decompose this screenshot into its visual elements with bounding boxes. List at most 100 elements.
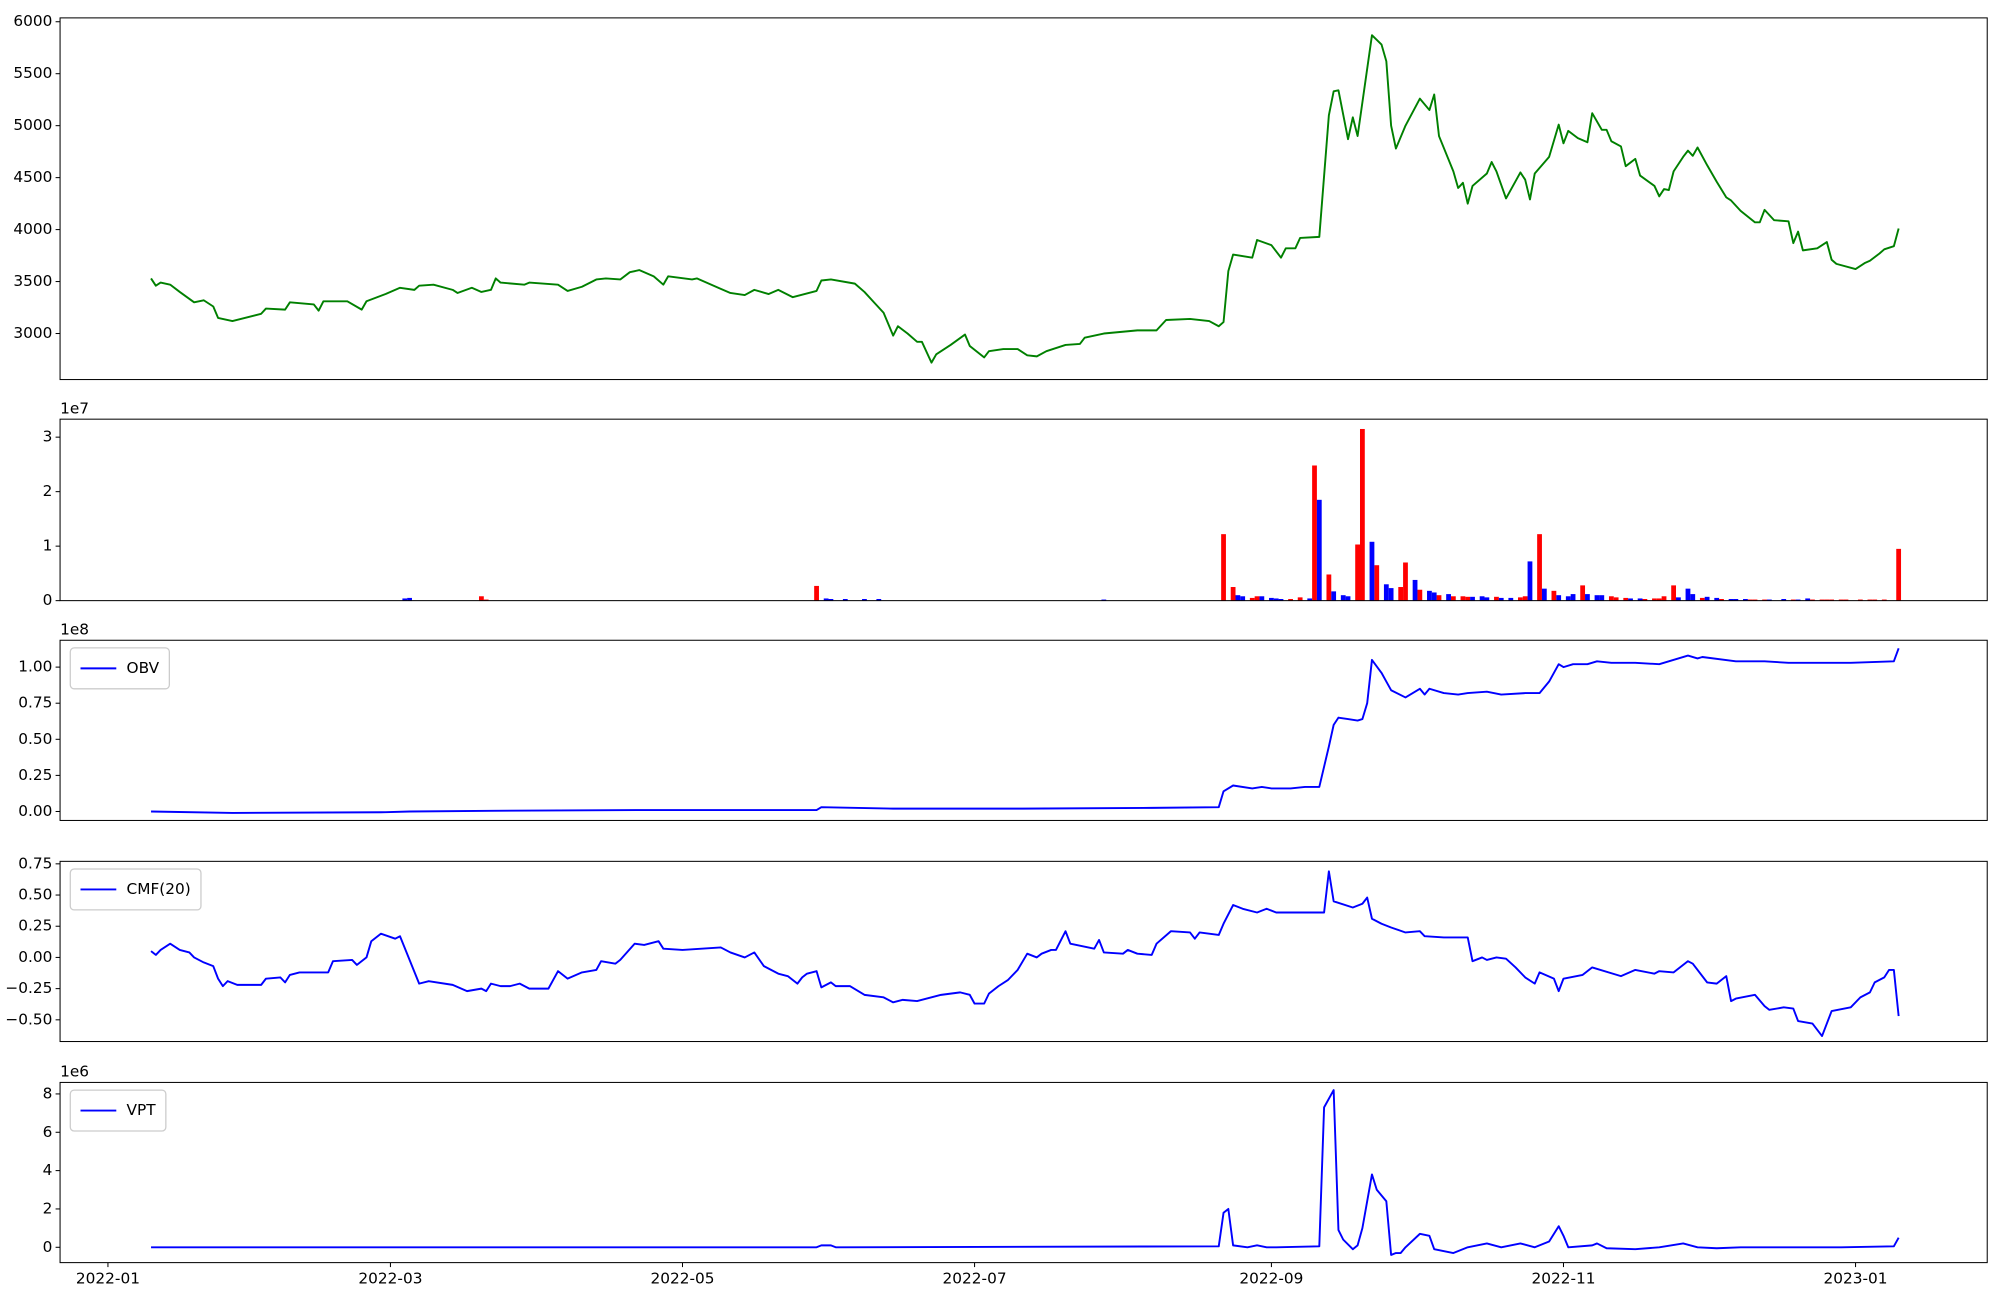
y-tick-label: 0.25 [18, 917, 52, 935]
bar [1331, 591, 1337, 601]
bar [1690, 594, 1696, 601]
x-tick-label: 2022-05 [650, 1270, 714, 1288]
bar [1733, 599, 1739, 601]
bar [1259, 596, 1265, 601]
legend-label: CMF(20) [127, 880, 191, 898]
bar [1872, 599, 1878, 601]
legend-box [69, 1089, 167, 1132]
axis-offset-text: 1e8 [60, 621, 89, 639]
y-tick-label: 0.50 [18, 886, 52, 904]
y-tick-label: 0.25 [18, 766, 52, 784]
panel: 0 2 4 6 8 2022-01 2022-03 2022-05 2022-07 2022-09… [43, 1063, 1988, 1288]
line [151, 648, 1900, 814]
bar [1762, 599, 1767, 601]
bar [1857, 599, 1863, 601]
bar [1230, 587, 1236, 601]
bar [1340, 595, 1346, 601]
bar [1460, 596, 1466, 601]
bar [1594, 595, 1600, 601]
legend-label: VPT [127, 1101, 157, 1119]
bar [1752, 599, 1758, 601]
bar [1781, 599, 1787, 601]
bar [1829, 599, 1835, 601]
bar [1805, 598, 1811, 601]
y-tick-label: 3500 [13, 272, 52, 290]
bar [1719, 599, 1724, 601]
y-tick-label: 5000 [13, 116, 52, 134]
bar [1881, 599, 1887, 601]
y-tick-label: 8 [43, 1084, 53, 1102]
bar [1819, 599, 1825, 601]
bar [1221, 534, 1226, 601]
bar [1359, 428, 1365, 601]
bar [1412, 579, 1418, 601]
bar [1417, 589, 1423, 601]
axes-frame [59, 418, 1988, 602]
panel: 0 1 2 3 1e7 [43, 399, 1988, 609]
axes-frame [59, 17, 1988, 381]
bar [823, 598, 829, 601]
bar [1345, 596, 1351, 601]
bar [842, 599, 848, 601]
bar [1517, 597, 1523, 601]
bar [1810, 599, 1815, 601]
legend: CMF(20) [69, 868, 202, 911]
line [151, 1089, 1900, 1256]
bar [1728, 599, 1734, 601]
axis-offset-text: 1e6 [60, 1063, 89, 1081]
legend-box [69, 647, 170, 690]
bar [1699, 597, 1705, 601]
bar [1628, 598, 1633, 601]
bar [1398, 587, 1404, 601]
bar [1307, 598, 1313, 601]
legend: VPT [69, 1089, 167, 1132]
legend: OBV [69, 647, 170, 690]
y-tick-label: 0 [43, 591, 53, 609]
bar [1297, 597, 1303, 601]
y-tick-label: 6 [43, 1123, 53, 1141]
legend-box [69, 868, 202, 911]
axes-frame [59, 639, 1988, 821]
x-tick-label: 2022-11 [1531, 1270, 1595, 1288]
bar [862, 599, 867, 601]
bar [1790, 599, 1796, 601]
bar [1637, 598, 1643, 601]
bar [1254, 596, 1260, 601]
bar [1652, 598, 1657, 601]
y-tick-label: 0.50 [18, 730, 52, 748]
bar [1580, 585, 1586, 601]
bar [407, 597, 412, 601]
bar [1613, 597, 1619, 601]
bar [1312, 465, 1317, 601]
bar [1269, 597, 1274, 601]
bar [1240, 596, 1246, 601]
y-tick-label: 2 [43, 482, 53, 500]
bar [1374, 565, 1380, 601]
bar [1527, 561, 1533, 601]
axis-offset-text: 1e7 [60, 399, 89, 417]
bar [1743, 599, 1748, 601]
bar [1608, 596, 1614, 601]
y-tick-label: 2 [43, 1199, 53, 1217]
x-tick-label: 2022-01 [76, 1270, 140, 1288]
line [150, 34, 1900, 364]
bar [1623, 597, 1629, 601]
bar [402, 598, 408, 601]
x-tick-label: 2022-09 [1239, 1270, 1303, 1288]
bar [1326, 574, 1332, 601]
bar [1446, 594, 1451, 601]
bar [1795, 599, 1801, 601]
bar [1838, 599, 1844, 601]
bar [1273, 598, 1279, 601]
y-tick-label: −0.50 [5, 1010, 52, 1028]
bar [1288, 599, 1293, 601]
bar [1896, 548, 1902, 601]
bar [1388, 588, 1394, 601]
bar [1383, 584, 1389, 601]
y-tick-label: 1.00 [18, 658, 52, 676]
bar [1642, 599, 1648, 601]
line [150, 870, 1900, 1037]
x-tick-label: 2022-03 [358, 1270, 422, 1288]
bar [1824, 599, 1830, 601]
bar [1235, 595, 1241, 601]
